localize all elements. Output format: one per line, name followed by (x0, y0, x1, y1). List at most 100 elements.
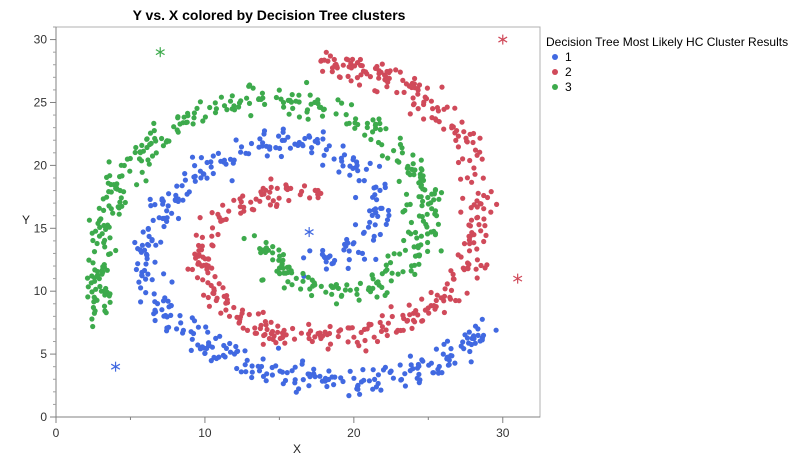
point (406, 83, 412, 89)
point (416, 380, 422, 386)
point (458, 209, 464, 215)
legend-item-3[interactable]: 3 (552, 80, 572, 94)
point (241, 208, 247, 214)
point (376, 75, 382, 81)
point (196, 252, 202, 258)
outlier-marker (155, 47, 165, 58)
point (261, 128, 268, 134)
point (375, 139, 382, 146)
point (212, 274, 218, 280)
point (275, 329, 281, 335)
point (369, 272, 375, 278)
point (345, 339, 351, 345)
point (388, 304, 394, 310)
point (249, 206, 255, 212)
point (479, 156, 485, 162)
point (240, 325, 246, 331)
legend-item-1[interactable]: 1 (552, 50, 572, 64)
point (276, 195, 282, 201)
point (117, 199, 123, 205)
point (455, 252, 461, 258)
point (354, 162, 360, 168)
point (312, 374, 318, 380)
point (146, 161, 152, 167)
point (416, 261, 422, 267)
point (141, 247, 148, 253)
point (189, 154, 196, 160)
point (218, 310, 224, 316)
point (211, 354, 217, 360)
point (335, 333, 341, 340)
point (326, 368, 332, 374)
point (139, 272, 145, 278)
point (166, 324, 172, 330)
point (204, 175, 210, 181)
point (237, 196, 243, 202)
point (93, 286, 99, 292)
point (307, 248, 313, 254)
point (471, 202, 477, 208)
point (444, 281, 450, 287)
point (357, 56, 363, 63)
point (159, 135, 165, 142)
point (86, 257, 92, 263)
point (442, 286, 448, 292)
point (480, 332, 487, 338)
point (85, 294, 91, 300)
point (415, 312, 421, 318)
point (199, 234, 205, 240)
point (419, 203, 425, 209)
point (92, 278, 98, 284)
point (238, 144, 245, 150)
point (400, 77, 406, 83)
point (410, 161, 416, 167)
point (410, 95, 416, 101)
point (475, 332, 481, 338)
point (349, 325, 355, 331)
point (428, 289, 434, 296)
point (388, 278, 394, 284)
point (482, 223, 488, 229)
x-tick-label: 30 (496, 426, 510, 440)
point (116, 211, 122, 217)
point (231, 157, 237, 163)
point (421, 116, 427, 122)
point (425, 305, 431, 311)
point (394, 158, 400, 164)
point (338, 327, 344, 333)
point (441, 341, 447, 347)
point (400, 312, 406, 318)
point (430, 106, 436, 112)
point (371, 334, 377, 340)
legend-item-2[interactable]: 2 (552, 65, 572, 79)
point (267, 146, 273, 152)
point (260, 95, 266, 101)
point (143, 276, 149, 282)
point (339, 100, 345, 106)
legend[interactable]: Decision Tree Most Likely HC Cluster Res… (546, 35, 788, 94)
point (242, 348, 248, 354)
point (438, 295, 444, 301)
point (448, 346, 454, 352)
point (275, 345, 282, 351)
point (189, 336, 195, 342)
point (153, 150, 159, 156)
point (281, 104, 287, 110)
point (340, 163, 346, 169)
point (449, 353, 455, 359)
point (276, 133, 282, 139)
point (458, 343, 464, 349)
point (346, 257, 352, 263)
point (97, 283, 103, 290)
point (481, 192, 487, 199)
point (444, 338, 451, 344)
point (215, 211, 221, 217)
point (191, 110, 197, 116)
point (301, 255, 307, 261)
point (354, 386, 360, 392)
point (416, 253, 422, 259)
point (446, 362, 452, 368)
point (416, 194, 422, 200)
point (350, 165, 356, 171)
point (354, 286, 360, 292)
